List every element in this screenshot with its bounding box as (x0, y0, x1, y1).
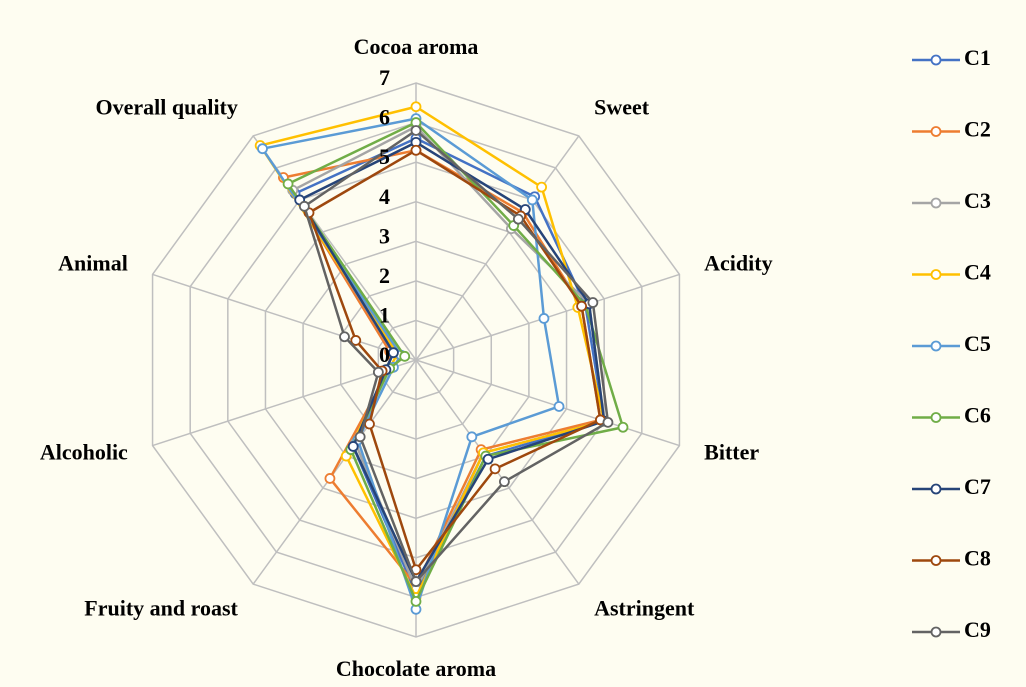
data-point (388, 347, 399, 359)
legend-marker (930, 483, 942, 495)
data-point (617, 421, 629, 433)
legend-marker (930, 197, 942, 209)
legend-marker (930, 412, 942, 423)
r-tick-label: 5 (379, 144, 390, 169)
data-point (354, 431, 366, 443)
data-point (536, 181, 548, 193)
data-point (282, 178, 294, 190)
series (298, 125, 614, 587)
legend-marker (930, 269, 942, 280)
legend-label: C5 (964, 331, 991, 356)
data-point (498, 476, 510, 488)
data-point (526, 194, 538, 206)
r-tick-label: 4 (379, 184, 390, 209)
legend-marker (930, 126, 942, 137)
data-point (587, 297, 599, 308)
data-point (538, 313, 550, 324)
legend-marker (930, 555, 942, 566)
data-point (512, 213, 524, 225)
category-label: Cocoa aroma (354, 34, 479, 59)
data-point (410, 595, 422, 607)
r-tick-label: 0 (379, 342, 390, 367)
category-label: Chocolate aroma (336, 656, 496, 681)
series (254, 101, 610, 603)
category-label: Astringent (594, 595, 695, 620)
axis-spoke (152, 359, 417, 447)
data-point (410, 144, 422, 156)
series (294, 136, 610, 587)
legend-label: C8 (964, 546, 991, 571)
data-point (350, 335, 362, 346)
data-point (482, 453, 494, 465)
data-point (399, 350, 411, 362)
category-label: Animal (58, 251, 128, 276)
r-tick-label: 7 (379, 65, 390, 90)
legend-label: C2 (964, 117, 991, 142)
category-label: Bitter (704, 439, 759, 464)
legend-label: C6 (964, 403, 991, 428)
axis-spoke (152, 273, 417, 361)
r-tick-label: 3 (379, 223, 390, 248)
r-tick-label: 6 (379, 105, 390, 130)
data-point (576, 300, 587, 312)
r-tick-label: 1 (379, 302, 390, 327)
category-label: Overall quality (96, 95, 238, 120)
data-point (410, 576, 422, 587)
series (287, 121, 610, 595)
data-point (410, 125, 422, 136)
data-point (466, 431, 478, 443)
data-point (410, 101, 422, 113)
axis-spoke (415, 359, 680, 447)
legend-label: C1 (964, 45, 991, 70)
data-point (324, 473, 336, 484)
legend-label: C3 (964, 188, 991, 213)
legend-label: C4 (964, 260, 991, 285)
data-point (298, 200, 310, 212)
data-point (339, 331, 350, 343)
legend-label: C7 (964, 474, 991, 499)
data-point (347, 441, 359, 452)
data-point (257, 143, 268, 155)
data-point (489, 463, 501, 475)
category-label: Fruity and roast (84, 595, 238, 620)
series-line (260, 117, 561, 614)
legend-label: C9 (964, 617, 991, 642)
legend-marker (930, 626, 942, 638)
data-point (602, 416, 614, 428)
category-label: Sweet (594, 95, 650, 120)
legend-marker (930, 54, 942, 66)
category-label: Acidity (704, 251, 772, 276)
category-label: Alcoholic (40, 439, 128, 464)
series (282, 117, 629, 607)
data-point (364, 418, 375, 430)
r-tick-label: 2 (379, 263, 390, 288)
series (303, 144, 606, 576)
axis-spoke (415, 135, 580, 361)
data-point (372, 366, 384, 378)
data-point (553, 401, 565, 412)
legend-marker (930, 340, 942, 352)
